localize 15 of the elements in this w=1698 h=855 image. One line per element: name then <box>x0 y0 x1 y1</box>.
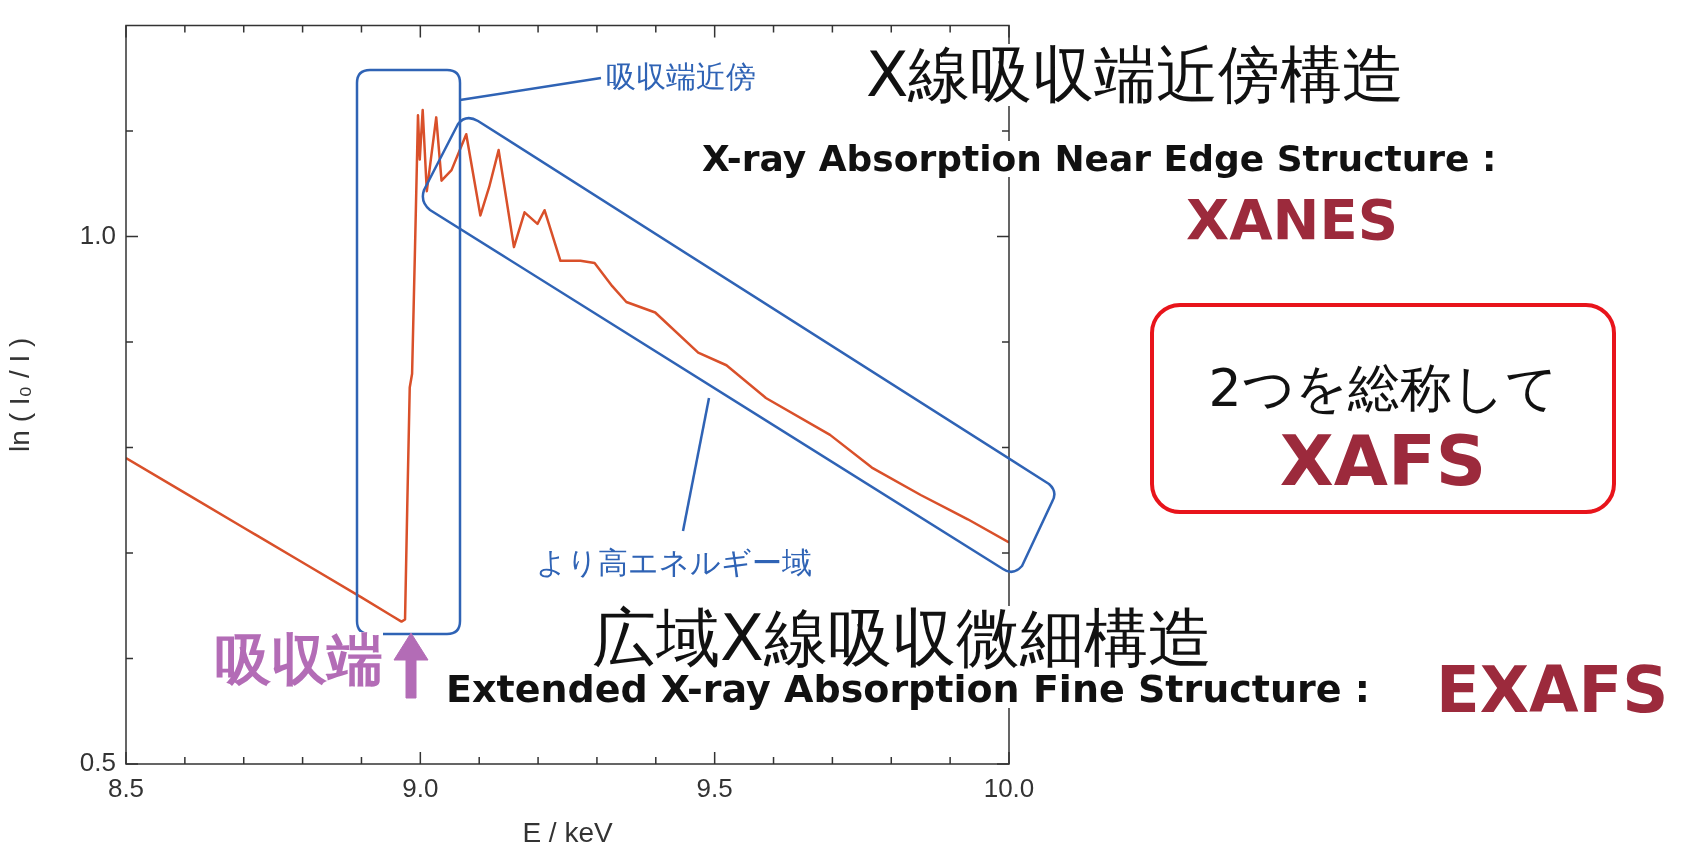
text: XANES <box>1186 187 1398 252</box>
annotation: X線吸収端近傍構造 <box>866 38 1405 111</box>
text: 2つを総称して <box>1208 358 1558 418</box>
annotation: より高エネルギー域 <box>536 545 812 580</box>
x-tick-label: 10.0 <box>983 772 1035 803</box>
text: XAFS <box>1279 420 1487 502</box>
annotation: 吸収端 <box>215 627 383 692</box>
x-tick-label: 9.0 <box>402 772 439 803</box>
annotation: 吸収端近傍 <box>606 59 756 94</box>
y-tick-label: 1.0 <box>79 219 116 250</box>
x-tick-label: 9.5 <box>696 772 733 803</box>
text: EXAFS <box>1436 653 1669 727</box>
y-axis-title: ln ( I₀ / I ) <box>3 337 35 452</box>
x-axis-title: E / keV <box>522 816 613 848</box>
annotation: X-ray Absorption Near Edge Structure : <box>702 138 1497 179</box>
